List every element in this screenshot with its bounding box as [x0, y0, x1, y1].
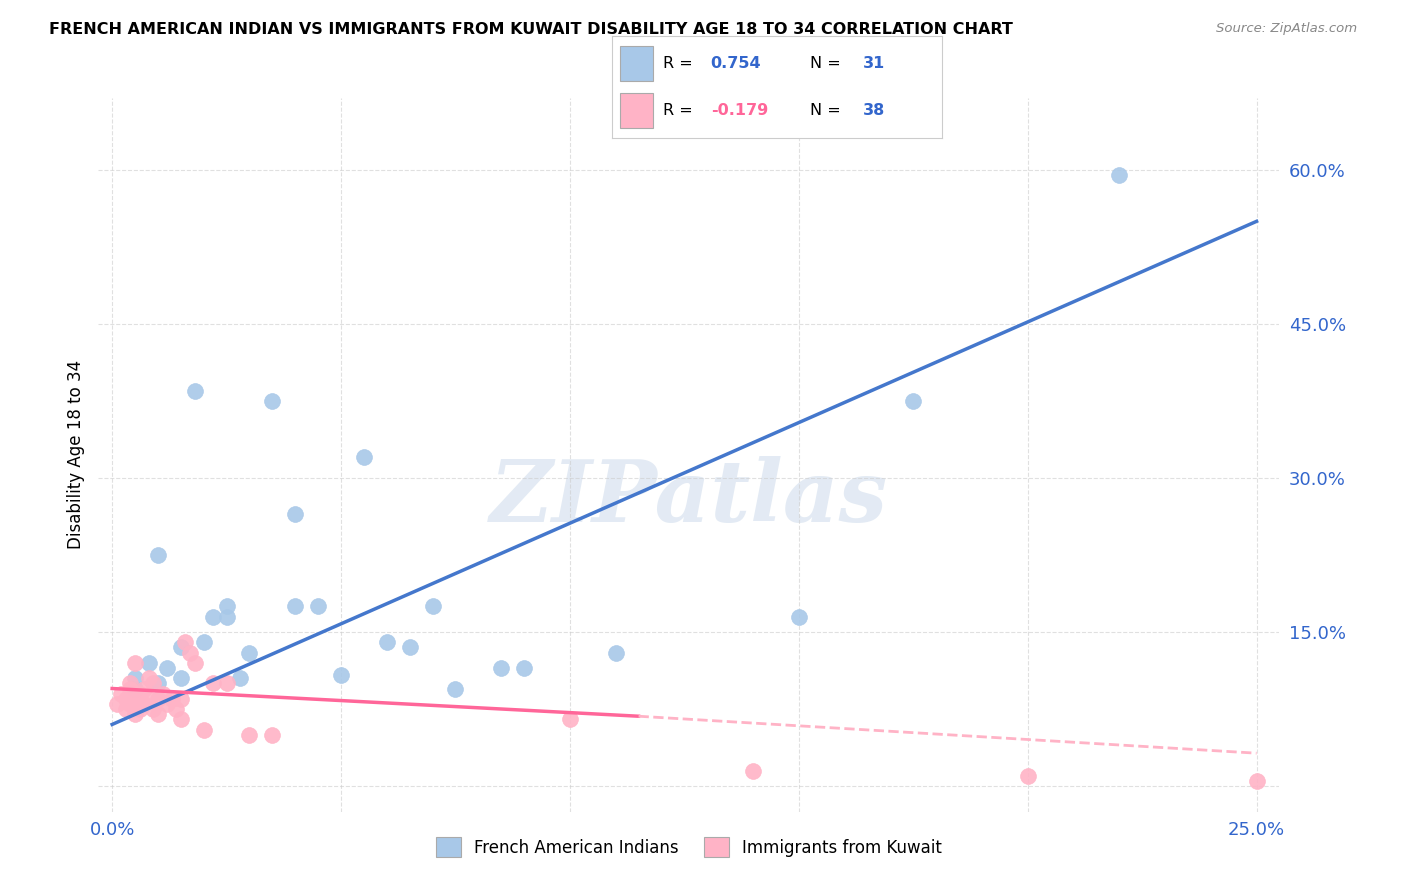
- Point: [115, 702, 138, 716]
- Point: [330, 668, 353, 682]
- Point: [1108, 168, 1130, 182]
- Point: [124, 671, 146, 685]
- Point: [742, 764, 765, 778]
- Point: [128, 687, 150, 701]
- Point: [156, 697, 179, 711]
- Point: [398, 640, 420, 655]
- FancyBboxPatch shape: [620, 93, 652, 128]
- Point: [491, 661, 513, 675]
- Point: [146, 707, 169, 722]
- Point: [170, 640, 193, 655]
- Text: R =: R =: [662, 56, 693, 70]
- Point: [1246, 773, 1268, 788]
- Text: -0.179: -0.179: [710, 103, 768, 118]
- Text: FRENCH AMERICAN INDIAN VS IMMIGRANTS FROM KUWAIT DISABILITY AGE 18 TO 34 CORRELA: FRENCH AMERICAN INDIAN VS IMMIGRANTS FRO…: [49, 22, 1014, 37]
- Text: Source: ZipAtlas.com: Source: ZipAtlas.com: [1216, 22, 1357, 36]
- Point: [146, 691, 169, 706]
- Point: [170, 712, 193, 726]
- Point: [170, 691, 193, 706]
- Point: [605, 646, 627, 660]
- Point: [174, 635, 197, 649]
- Point: [229, 671, 252, 685]
- Text: 38: 38: [863, 103, 884, 118]
- Text: R =: R =: [662, 103, 693, 118]
- Point: [142, 702, 165, 716]
- Text: 0.754: 0.754: [710, 56, 762, 70]
- Text: N =: N =: [810, 103, 841, 118]
- Point: [284, 507, 307, 521]
- Point: [444, 681, 467, 696]
- Text: 31: 31: [863, 56, 884, 70]
- Point: [201, 676, 224, 690]
- Point: [115, 691, 138, 706]
- Point: [110, 687, 132, 701]
- Point: [170, 671, 193, 685]
- Point: [179, 646, 201, 660]
- Y-axis label: Disability Age 18 to 34: Disability Age 18 to 34: [66, 360, 84, 549]
- Point: [284, 599, 307, 614]
- Point: [215, 609, 238, 624]
- Point: [120, 676, 142, 690]
- Point: [193, 635, 215, 649]
- Point: [138, 656, 160, 670]
- Point: [353, 450, 375, 465]
- Point: [193, 723, 215, 737]
- Point: [201, 609, 224, 624]
- Point: [215, 676, 238, 690]
- Point: [156, 661, 179, 675]
- Point: [146, 676, 169, 690]
- FancyBboxPatch shape: [620, 46, 652, 81]
- Point: [138, 671, 160, 685]
- Point: [307, 599, 329, 614]
- Point: [138, 691, 160, 706]
- Point: [134, 697, 156, 711]
- Point: [134, 681, 156, 696]
- Point: [513, 661, 536, 675]
- Point: [262, 394, 284, 409]
- Point: [124, 681, 146, 696]
- Point: [128, 702, 150, 716]
- Point: [160, 691, 183, 706]
- Point: [120, 681, 142, 696]
- Point: [152, 687, 174, 701]
- Point: [238, 646, 260, 660]
- Point: [903, 394, 925, 409]
- Point: [1017, 769, 1039, 783]
- Point: [787, 609, 810, 624]
- Point: [165, 702, 187, 716]
- Text: ZIPatlas: ZIPatlas: [489, 456, 889, 540]
- Point: [124, 656, 146, 670]
- Point: [142, 676, 165, 690]
- Point: [183, 384, 205, 398]
- Point: [183, 656, 205, 670]
- Point: [558, 712, 581, 726]
- Point: [215, 599, 238, 614]
- Text: N =: N =: [810, 56, 841, 70]
- Point: [146, 548, 169, 562]
- Point: [105, 697, 128, 711]
- Point: [120, 697, 142, 711]
- Legend: French American Indians, Immigrants from Kuwait: French American Indians, Immigrants from…: [429, 830, 949, 864]
- Point: [124, 691, 146, 706]
- Point: [124, 707, 146, 722]
- Point: [375, 635, 398, 649]
- Point: [238, 728, 260, 742]
- Point: [422, 599, 444, 614]
- Point: [262, 728, 284, 742]
